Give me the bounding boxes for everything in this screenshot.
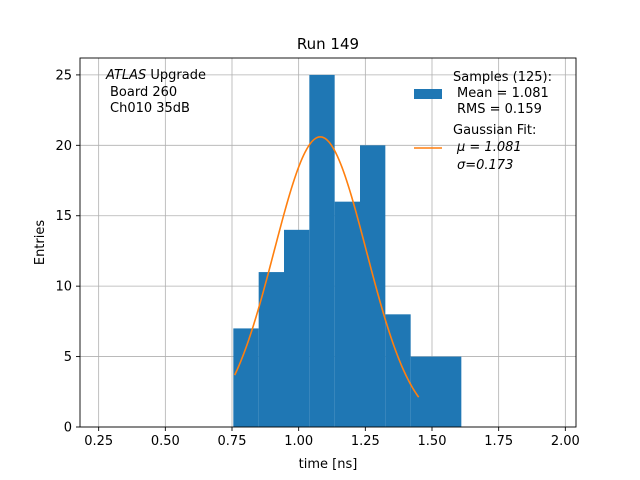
histogram-bar <box>309 74 335 428</box>
x-axis-label: time [ns] <box>299 457 358 472</box>
y-tick-label: 25 <box>55 68 72 83</box>
x-tick-label: 0.25 <box>84 434 113 449</box>
y-axis-label: Entries <box>33 220 48 266</box>
legend-samples-rms: RMS = 0.159 <box>457 102 542 117</box>
gaussian-fit-curve <box>233 136 420 398</box>
legend-fit-mu: μ = 1.081 <box>456 140 522 155</box>
histogram-bar <box>334 201 360 427</box>
x-tick-label: 1.75 <box>484 434 513 449</box>
legend-samples-swatch <box>414 89 442 99</box>
histogram-bars <box>233 74 462 428</box>
y-tick-label: 5 <box>64 350 72 365</box>
histogram-bar <box>258 272 284 427</box>
x-tick-label: 0.75 <box>218 434 247 449</box>
x-tick-label: 1.25 <box>351 434 380 449</box>
annotation-atlas-text: ATLAS <box>105 68 146 83</box>
legend-fit-sigma: σ=0.173 <box>457 158 513 173</box>
histogram-bar <box>360 145 386 427</box>
histogram-bar <box>436 356 462 427</box>
histogram-bar <box>284 229 310 427</box>
y-tick-label: 0 <box>64 421 72 436</box>
histogram-bar <box>233 328 259 427</box>
legend-samples-title: Samples (125): <box>453 70 552 85</box>
x-tick-label: 1.00 <box>284 434 313 449</box>
y-tick-label: 10 <box>55 280 72 295</box>
plot-frame <box>79 57 577 428</box>
annotation-channel: Ch010 35dB <box>110 101 190 116</box>
chart-title: Run 149 <box>297 35 359 53</box>
y-tick-label: 20 <box>55 139 72 154</box>
annotation-upgrade-text: Upgrade <box>146 68 206 83</box>
legend-fit-title: Gaussian Fit: <box>453 123 536 138</box>
y-tick-label: 15 <box>55 209 72 224</box>
annotation-line-1: ATLAS Upgrade <box>105 68 206 83</box>
legend: Samples (125): Mean = 1.081 RMS = 0.159 … <box>414 70 552 173</box>
atlas-annotation: ATLAS Upgrade Board 260 Ch010 35dB <box>105 68 206 116</box>
x-tick-label: 2.00 <box>551 434 580 449</box>
annotation-board: Board 260 <box>110 85 177 100</box>
legend-samples-mean: Mean = 1.081 <box>457 86 549 101</box>
axis-ticks: 0.25 0.50 0.75 1.00 1.25 1.50 1.75 2.00 0 5 10 15 20… <box>55 68 579 449</box>
x-tick-label: 1.50 <box>418 434 447 449</box>
x-tick-label: 0.50 <box>151 434 180 449</box>
